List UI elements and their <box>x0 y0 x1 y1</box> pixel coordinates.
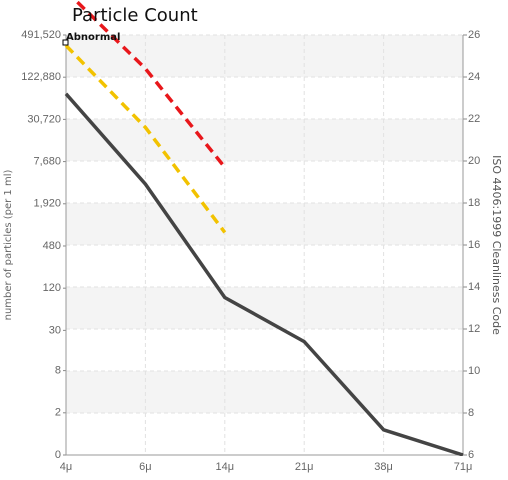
y2-tick-label: 12 <box>468 323 480 335</box>
y2-tick-label: 22 <box>468 113 480 125</box>
series-line <box>72 0 227 169</box>
x-tick-label: 6μ <box>139 461 151 473</box>
y-tick-label: 491,520 <box>21 29 61 41</box>
x-tick-label: 71μ <box>454 461 473 473</box>
y-tick-label: 480 <box>43 240 61 252</box>
y2-tick-label: 16 <box>468 239 480 251</box>
y2-axis-title: ISO 4406:1999 Cleanliness Code <box>490 155 503 335</box>
y-tick-label: 7,680 <box>33 155 61 167</box>
chart-title: Particle Count <box>72 5 198 26</box>
grid-band <box>66 35 463 77</box>
y-tick-label: 120 <box>43 282 61 294</box>
series-line <box>64 92 464 456</box>
y2-tick-label: 8 <box>468 407 474 419</box>
y-axis-title: number of particles (per 1 ml) <box>3 170 14 321</box>
x-tick-label: 38μ <box>374 461 393 473</box>
y-tick-label: 30,720 <box>27 113 61 125</box>
y2-tick-label: 18 <box>468 197 480 209</box>
y2-tick-label: 10 <box>468 365 480 377</box>
y-tick-label: 8 <box>55 365 61 377</box>
grid-band <box>66 287 463 329</box>
x-tick-label: 4μ <box>60 461 72 473</box>
y-tick-label: 0 <box>55 449 61 461</box>
series-line <box>64 44 227 234</box>
y2-tick-label: 24 <box>468 71 480 83</box>
annotation-marker <box>62 39 69 46</box>
y2-tick-label: 26 <box>468 29 480 41</box>
y2-tick-label: 20 <box>468 155 480 167</box>
y-tick-label: 30 <box>49 324 61 336</box>
y-tick-label: 2 <box>55 407 61 419</box>
grid-band <box>66 371 463 413</box>
x-tick-label: 21μ <box>295 461 314 473</box>
grid-band <box>66 119 463 161</box>
y2-tick-label: 6 <box>468 449 474 461</box>
y-tick-label: 1,920 <box>33 198 61 210</box>
grid-band <box>66 203 463 245</box>
y2-tick-label: 14 <box>468 281 480 293</box>
y-tick-label: 122,880 <box>21 71 61 83</box>
annotation: Abnormal <box>66 32 120 43</box>
x-tick-label: 14μ <box>216 461 235 473</box>
